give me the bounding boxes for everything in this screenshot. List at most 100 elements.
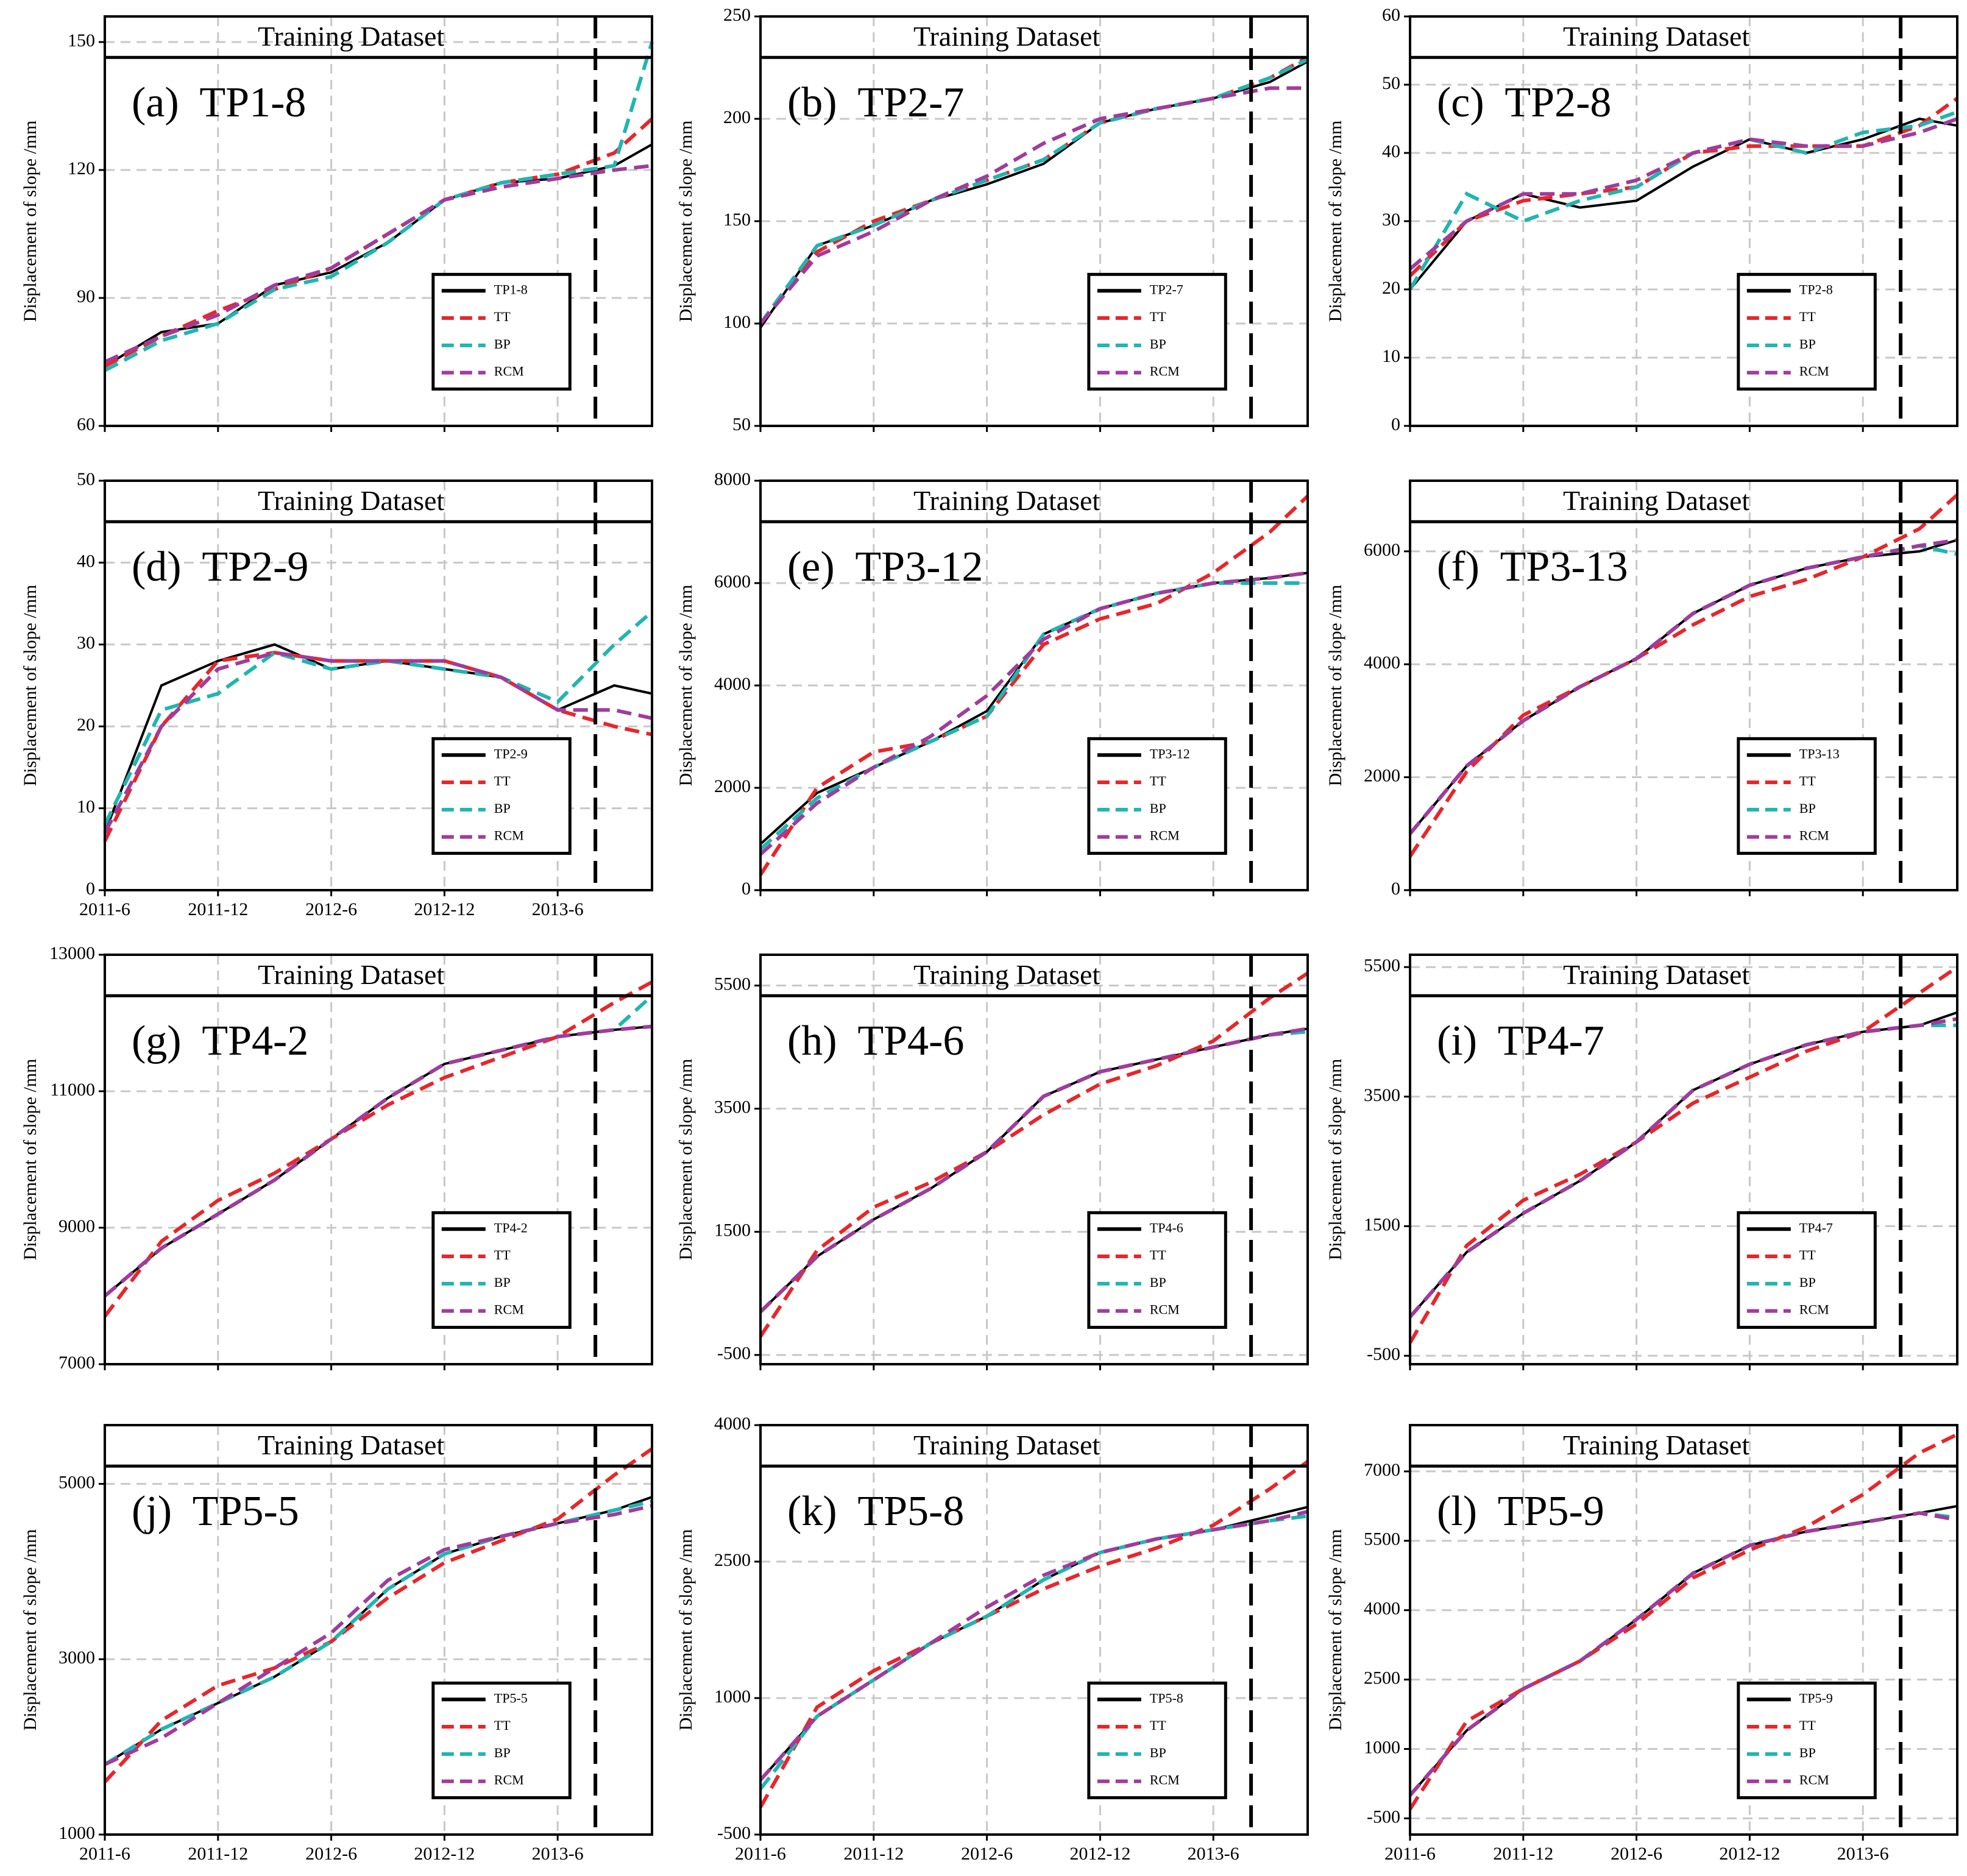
x-tick-label: 2012-6 xyxy=(1611,1844,1662,1864)
series-line xyxy=(759,1027,1308,1314)
legend-label: RCM xyxy=(1150,1772,1180,1788)
plot-frame xyxy=(759,15,1309,427)
y-tick-label: 5000 xyxy=(58,1472,95,1492)
legend-label: BP xyxy=(1150,801,1166,816)
series-line xyxy=(759,495,1310,876)
legend-label: BP xyxy=(1799,1745,1816,1760)
legend-box xyxy=(431,272,572,391)
legend-label: BP xyxy=(494,336,511,352)
y-tick-label: 0 xyxy=(86,879,95,899)
legend-label: TP5-8 xyxy=(1150,1690,1183,1705)
y-tick-label: 20 xyxy=(1382,278,1400,298)
y-tick-label: 150 xyxy=(723,210,751,230)
y-tick-label: 1000 xyxy=(714,1687,751,1707)
legend-label: RCM xyxy=(494,1302,524,1317)
plot-frame xyxy=(759,1424,1309,1836)
panel-title: (i) TP4-7 xyxy=(1437,1018,1604,1064)
legend-label: BP xyxy=(1150,336,1166,352)
y-tick-label: -500 xyxy=(1367,1807,1400,1827)
legend-label: TP3-13 xyxy=(1799,746,1840,761)
legend-label: RCM xyxy=(494,1772,524,1788)
y-tick-label: 30 xyxy=(77,633,95,653)
x-tick-label: 2011-12 xyxy=(188,899,248,919)
legend-label: BP xyxy=(1150,1745,1166,1760)
panel-title: (b) TP2-7 xyxy=(787,79,964,126)
legend-label: TP1-8 xyxy=(494,281,528,297)
x-tick-label: 2012-6 xyxy=(305,899,357,919)
y-axis-label: Displacement of slope /mm xyxy=(676,585,696,787)
y-tick-label: 30 xyxy=(1382,210,1400,230)
y-tick-label: 11000 xyxy=(50,1080,95,1100)
legend-label: BP xyxy=(494,1745,511,1760)
y-tick-label: 150 xyxy=(68,30,95,51)
panel-title: (g) TP4-2 xyxy=(132,1018,308,1064)
y-tick-label: 5500 xyxy=(1364,955,1400,975)
y-axis-label: Displacement of slope /mm xyxy=(676,1529,696,1731)
y-axis-label: Displacement of slope /mm xyxy=(1325,585,1345,787)
panel-title: (k) TP5-8 xyxy=(787,1488,964,1535)
y-tick-label: 2500 xyxy=(714,1550,751,1570)
y-tick-label: 8000 xyxy=(714,469,751,489)
y-axis-label: Displacement of slope /mm xyxy=(1325,1529,1345,1731)
y-axis-label: Displacement of slope /mm xyxy=(20,1529,40,1731)
annotation: Training Dataset xyxy=(258,959,444,990)
x-tick-label: 2012-6 xyxy=(961,1844,1013,1864)
legend-label: RCM xyxy=(494,364,524,379)
annotation: Training Dataset xyxy=(913,1429,1100,1460)
y-tick-label: 5500 xyxy=(714,974,751,994)
legend-label: RCM xyxy=(1799,828,1829,843)
legend-label: TT xyxy=(494,773,511,788)
series-line xyxy=(103,980,653,1318)
y-tick-label: 200 xyxy=(723,107,751,127)
plot-frame xyxy=(104,15,653,427)
x-tick-label: 2012-12 xyxy=(414,1844,475,1864)
annotation: Training Dataset xyxy=(258,21,444,52)
y-tick-label: 40 xyxy=(1382,141,1400,161)
x-tick-label: 2011-6 xyxy=(1384,1844,1436,1864)
y-tick-label: 120 xyxy=(68,158,95,179)
plot-frame xyxy=(1409,954,1958,1365)
legend-label: BP xyxy=(1799,336,1816,352)
series-line xyxy=(1409,117,1958,291)
y-tick-label: 50 xyxy=(1382,73,1400,93)
plot-frame xyxy=(1409,15,1958,427)
y-tick-label: 40 xyxy=(77,551,95,571)
y-tick-label: 1000 xyxy=(58,1823,95,1843)
series-line xyxy=(103,1447,653,1783)
y-tick-label: 5500 xyxy=(1364,1529,1400,1549)
y-tick-label: 4000 xyxy=(1364,1599,1400,1619)
legend-label: TT xyxy=(1799,1718,1816,1733)
x-tick-label: 2013-6 xyxy=(532,1844,584,1864)
y-tick-label: 4000 xyxy=(714,1414,751,1434)
legend-label: TP5-9 xyxy=(1799,1690,1833,1705)
y-tick-label: 0 xyxy=(1391,879,1400,899)
annotation: Training Dataset xyxy=(1563,21,1749,52)
annotation: Training Dataset xyxy=(1563,959,1749,990)
panel-title: (h) TP4-6 xyxy=(787,1018,964,1064)
y-tick-label: -500 xyxy=(717,1343,751,1364)
legend-label: TT xyxy=(494,1718,511,1733)
x-tick-label: 2011-6 xyxy=(79,899,130,919)
y-tick-label: 250 xyxy=(723,5,751,25)
annotation: Training Dataset xyxy=(913,21,1100,52)
y-tick-label: 20 xyxy=(77,715,95,735)
series-line xyxy=(759,86,1308,325)
series-line xyxy=(759,57,1309,325)
annotation: Training Dataset xyxy=(1563,485,1749,516)
legend-label: BP xyxy=(494,1275,511,1290)
legend-label: TP4-6 xyxy=(1150,1220,1183,1235)
y-tick-label: 2500 xyxy=(1364,1668,1400,1688)
y-tick-label: 2000 xyxy=(1364,766,1400,786)
x-tick-label: 2012-6 xyxy=(305,1844,357,1864)
legend-label: TP3-12 xyxy=(1150,746,1190,761)
legend-box xyxy=(431,1681,572,1800)
legend-label: TP2-8 xyxy=(1799,281,1833,297)
y-tick-label: 10 xyxy=(1382,346,1400,366)
y-tick-label: 2000 xyxy=(714,776,751,796)
legend-box xyxy=(1737,1211,1877,1329)
x-tick-label: 2012-12 xyxy=(1719,1844,1780,1864)
y-tick-label: 60 xyxy=(77,414,95,434)
series-line xyxy=(759,1460,1309,1808)
x-tick-label: 2011-12 xyxy=(188,1844,248,1864)
